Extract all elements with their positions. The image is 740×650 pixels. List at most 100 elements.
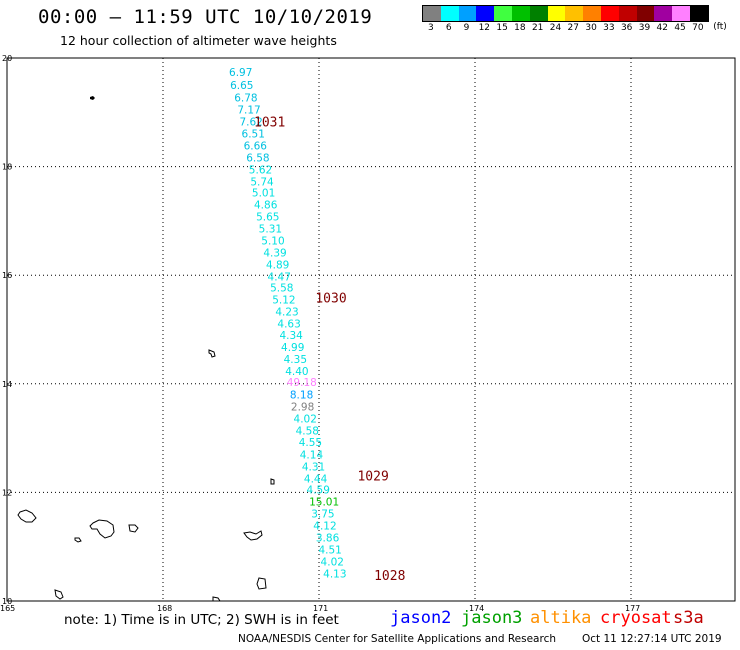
legend-label: 33 [603,23,615,33]
wave-height-value: 4.44 [304,473,328,485]
y-tick-label: 20 [2,54,12,63]
pass-time-label: 1028 [374,569,405,584]
legend-label: 18 [514,23,526,33]
credit-text: NOAA/NESDIS Center for Satellite Applica… [238,633,556,645]
legend-label: 27 [567,23,579,33]
wave-height-value: 4.35 [284,354,307,366]
wave-height-value: 4.86 [254,200,278,212]
wave-height-value: 5.01 [252,188,275,200]
wave-height-value: 5.58 [270,283,293,295]
wave-height-value: 4.51 [318,544,341,556]
x-tick-label: 165 [0,604,15,613]
wave-height-value: 6.66 [244,140,268,152]
island [17,509,37,523]
wave-height-value: 6.78 [234,93,257,105]
legend-swatch [440,6,459,21]
wave-height-value: 4.02 [294,414,317,426]
footer-note: note: 1) Time is in UTC; 2) SWH is in fe… [64,612,339,628]
y-tick-label: 18 [2,163,12,172]
legend-swatch [689,6,708,21]
legend-swatch [565,6,584,21]
legend-label: 15 [496,23,508,33]
wave-height-value: 5.74 [250,176,274,188]
wave-height-value: 3.75 [311,509,334,521]
wave-height-value: 4.31 [302,461,325,473]
wave-height-value: 6.97 [229,67,252,79]
legend-swatch [494,6,512,21]
map-subtitle: 12 hour collection of altimeter wave hei… [60,33,337,48]
island [54,589,64,600]
island [89,519,115,539]
legend-swatch [529,6,548,21]
wave-height-value: 5.12 [272,295,295,307]
legend-swatch [511,6,530,21]
island [128,524,139,533]
wave-height-value: 4.99 [281,342,304,354]
legend-label: 36 [620,23,633,33]
wave-height-value: 4.40 [285,366,308,378]
legend-label: 6 [445,23,452,33]
island-outlines [17,96,275,602]
island [208,349,216,358]
island [74,537,82,543]
legend-label: 30 [585,23,597,33]
legend-label: 24 [549,23,562,33]
map-frame [6,57,736,602]
color-legend: 3 6 9 12 15 18 21 24 27 30 33 36 39 42 45 70 (ft) [422,5,727,35]
wave-height-value: 6.65 [230,80,253,92]
legend-label: 70 [692,23,704,33]
wave-height-value: 4.59 [307,485,330,497]
sat-label-cryosat: cryosat [600,608,672,628]
legend-label: 39 [638,23,651,33]
wave-height-value: 4.89 [266,259,289,271]
wave-height-value: 4.55 [299,437,322,449]
map-title: 00:00 – 11:59 UTC 10/10/2019 [38,6,373,28]
wave-height-value: 5.31 [259,224,282,236]
wave-height-value: 6.51 [242,128,265,140]
sat-label-altika: altika [530,608,592,628]
axis-tick-labels: 165 168 171 174 177 20 18 16 14 12 10 [0,54,640,613]
island [212,596,221,602]
wave-height-value: 4.39 [263,247,286,259]
island [270,478,275,485]
legend-swatch [654,6,673,21]
legend-label: 45 [674,23,686,33]
legend-label: 42 [656,23,668,33]
x-tick-label: 171 [313,604,328,613]
wave-height-value: 4.47 [268,271,291,283]
legend-swatch [547,6,566,21]
legend-swatch [618,6,637,21]
island [243,530,263,541]
wave-height-value: 4.12 [313,521,336,533]
wave-height-value: 5.65 [256,212,279,224]
wave-height-value: 5.62 [249,164,272,176]
legend-color-bar [422,5,709,22]
legend-label: 3 [428,23,434,33]
wave-height-value: 7.62 [239,117,262,129]
island [90,96,95,100]
legend-swatch [600,6,619,21]
sat-label-jason2: jason2 [390,608,452,628]
wave-height-value: 5.10 [261,235,284,247]
pass-time-labels: 1031 1030 1029 1028 [254,116,405,584]
wave-height-value: 7.17 [237,105,260,117]
legend-swatch [636,6,655,21]
legend-swatch [476,6,495,21]
legend-labels: 3 6 9 12 15 18 21 24 27 30 33 36 39 42 45 70 [422,23,709,35]
wave-height-value: 2.98 [291,402,314,414]
legend-swatch [458,6,477,21]
y-tick-label: 16 [2,271,12,280]
legend-label: 21 [531,23,544,33]
wave-height-value: 3.86 [316,532,340,544]
legend-swatch [423,6,441,21]
wave-height-values: 6.976.656.787.177.626.516.666.585.625.74… [229,67,347,580]
wave-height-value: 4.34 [279,330,303,342]
wave-height-value: 49.18 [287,377,317,389]
y-tick-label: 10 [2,597,12,606]
wave-height-value: 8.18 [290,390,313,402]
wave-height-value: 4.63 [277,319,300,331]
legend-swatch [583,6,601,21]
sat-label-s3a: s3a [673,608,704,628]
wave-height-value: 6.58 [246,152,269,164]
